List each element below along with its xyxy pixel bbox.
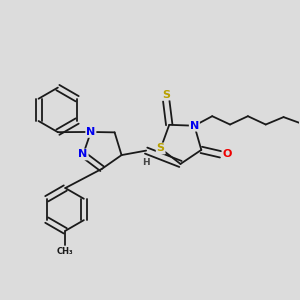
Text: S: S [157, 143, 165, 154]
Text: O: O [223, 149, 232, 159]
Text: H: H [142, 158, 150, 167]
Text: N: N [86, 127, 95, 137]
Text: N: N [79, 149, 88, 159]
Text: S: S [162, 89, 170, 100]
Text: N: N [190, 121, 199, 131]
Text: CH₃: CH₃ [57, 247, 74, 256]
